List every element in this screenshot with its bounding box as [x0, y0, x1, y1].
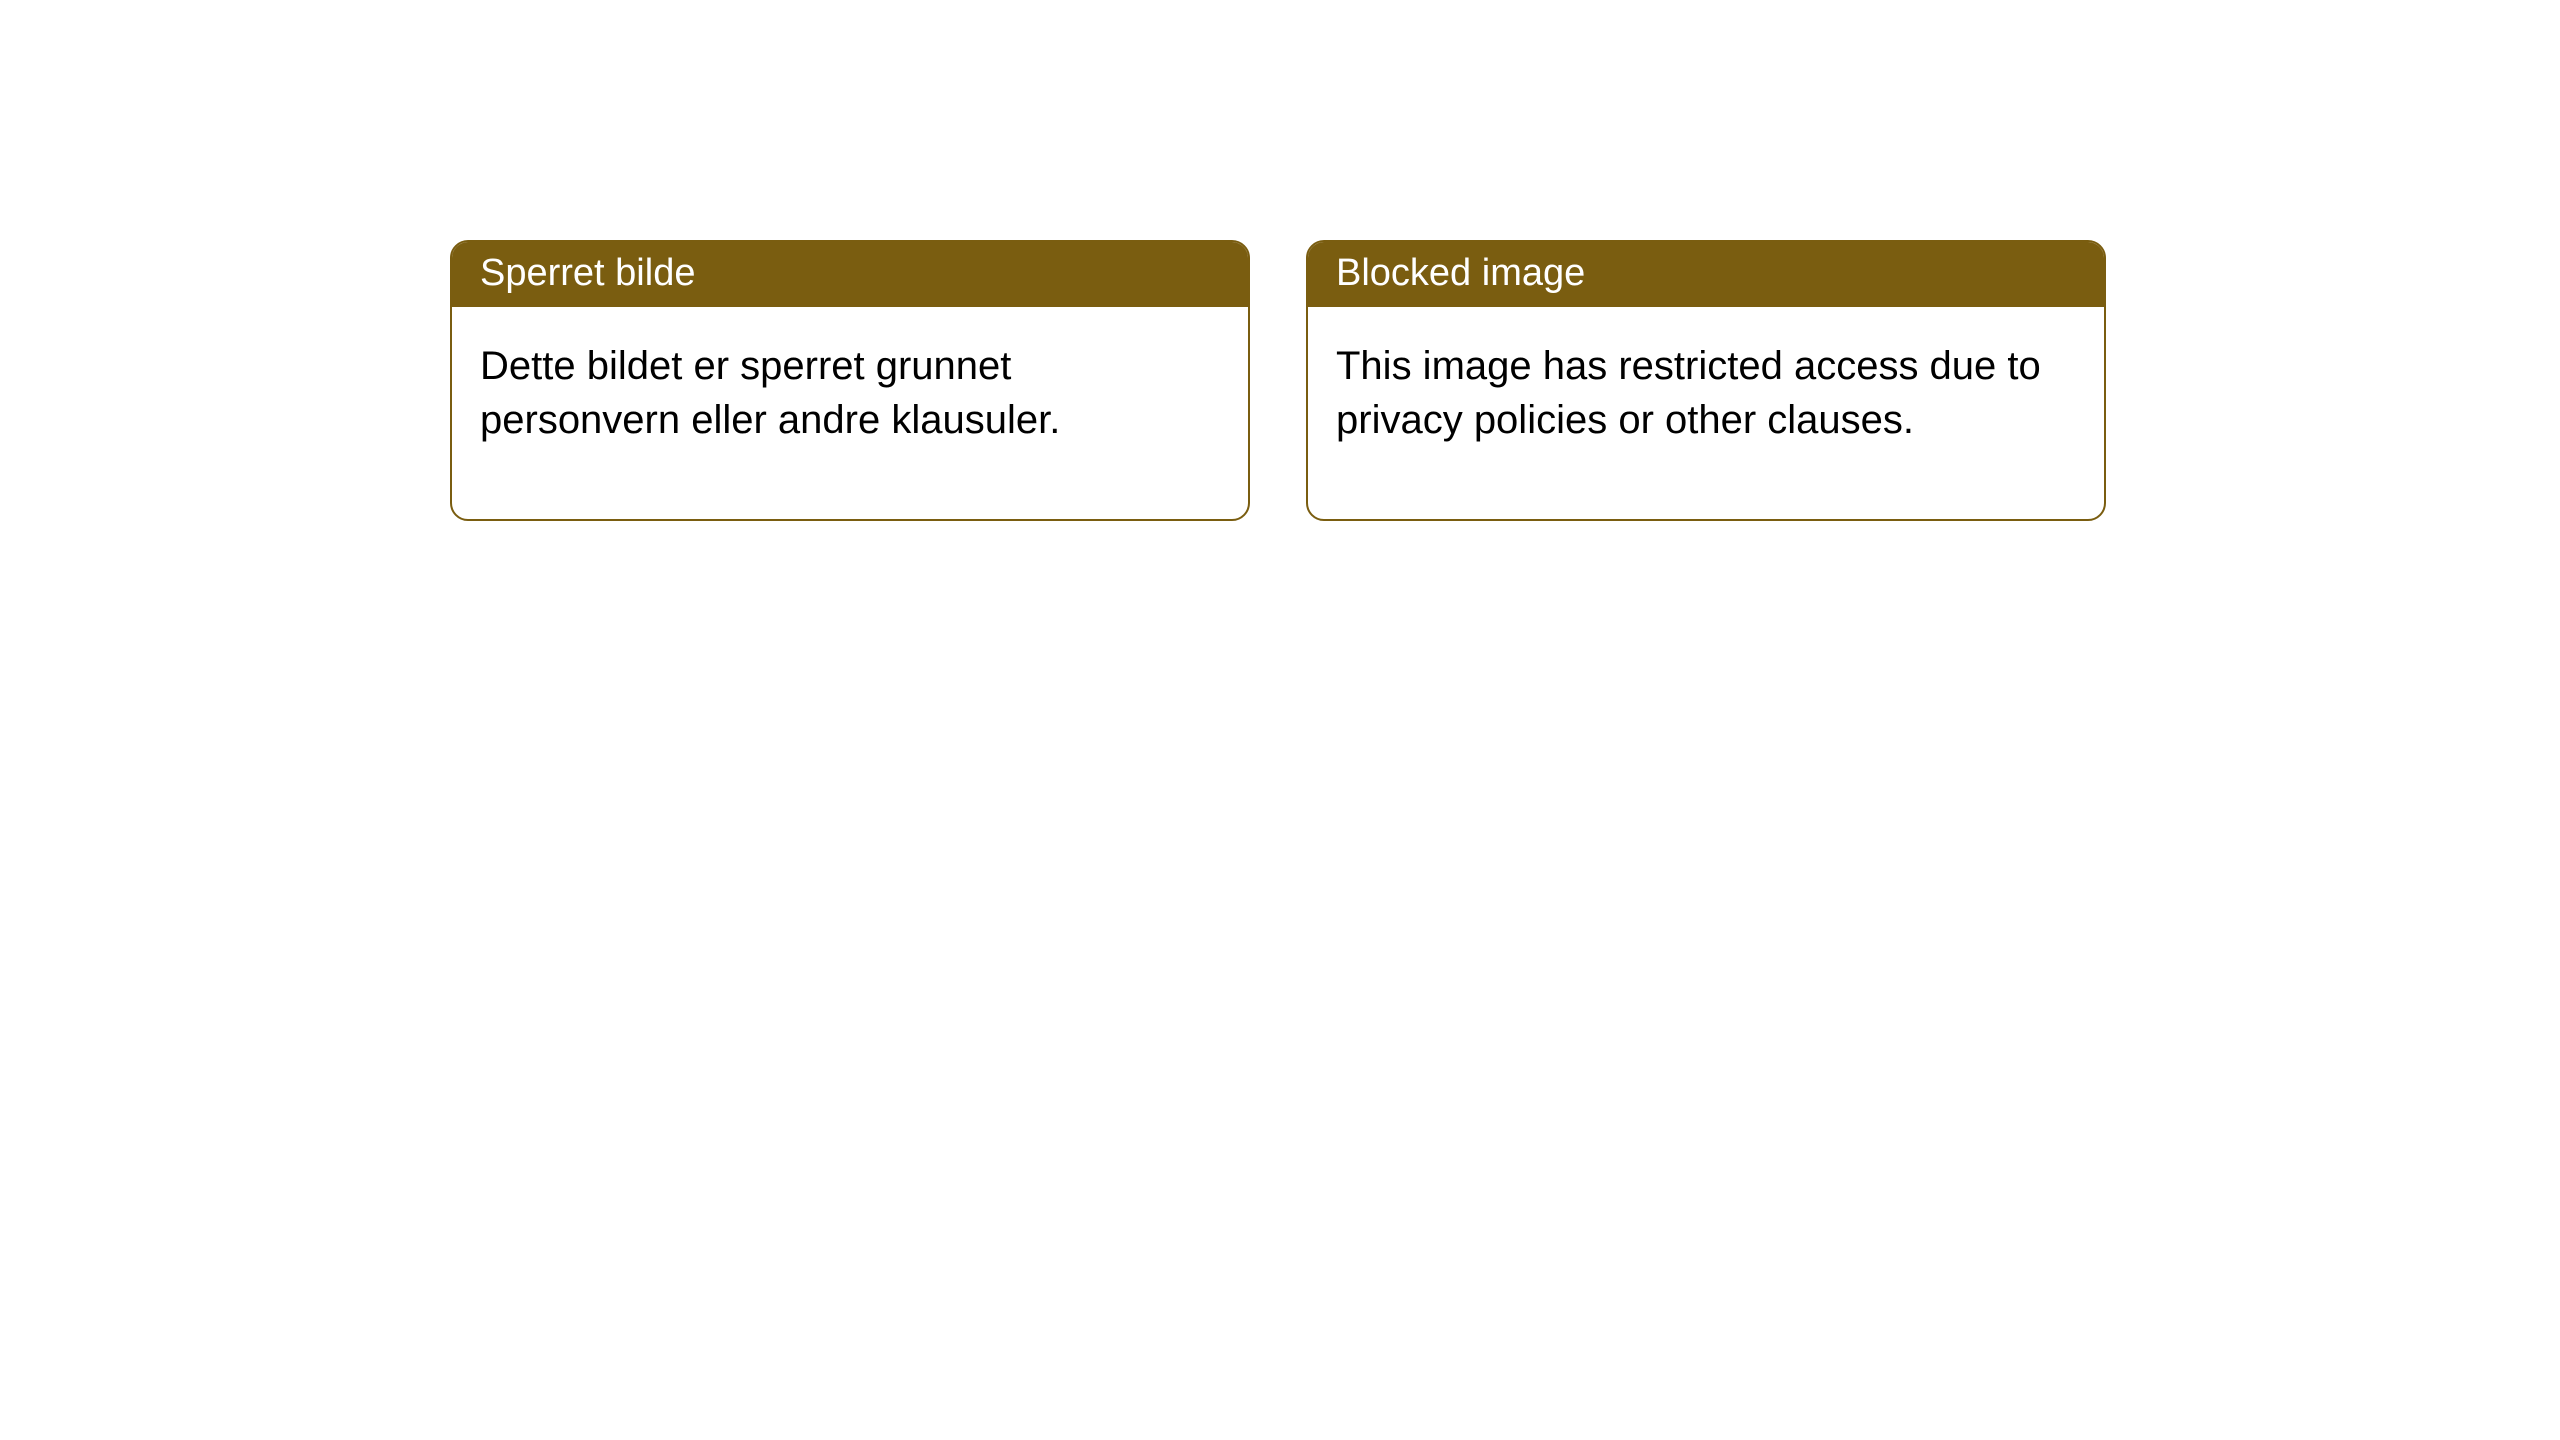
notice-container: Sperret bilde Dette bildet er sperret gr…	[450, 240, 2106, 521]
notice-body: This image has restricted access due to …	[1308, 307, 2104, 519]
notice-box-english: Blocked image This image has restricted …	[1306, 240, 2106, 521]
notice-header: Sperret bilde	[452, 242, 1248, 307]
notice-header: Blocked image	[1308, 242, 2104, 307]
notice-body: Dette bildet er sperret grunnet personve…	[452, 307, 1248, 519]
notice-box-norwegian: Sperret bilde Dette bildet er sperret gr…	[450, 240, 1250, 521]
